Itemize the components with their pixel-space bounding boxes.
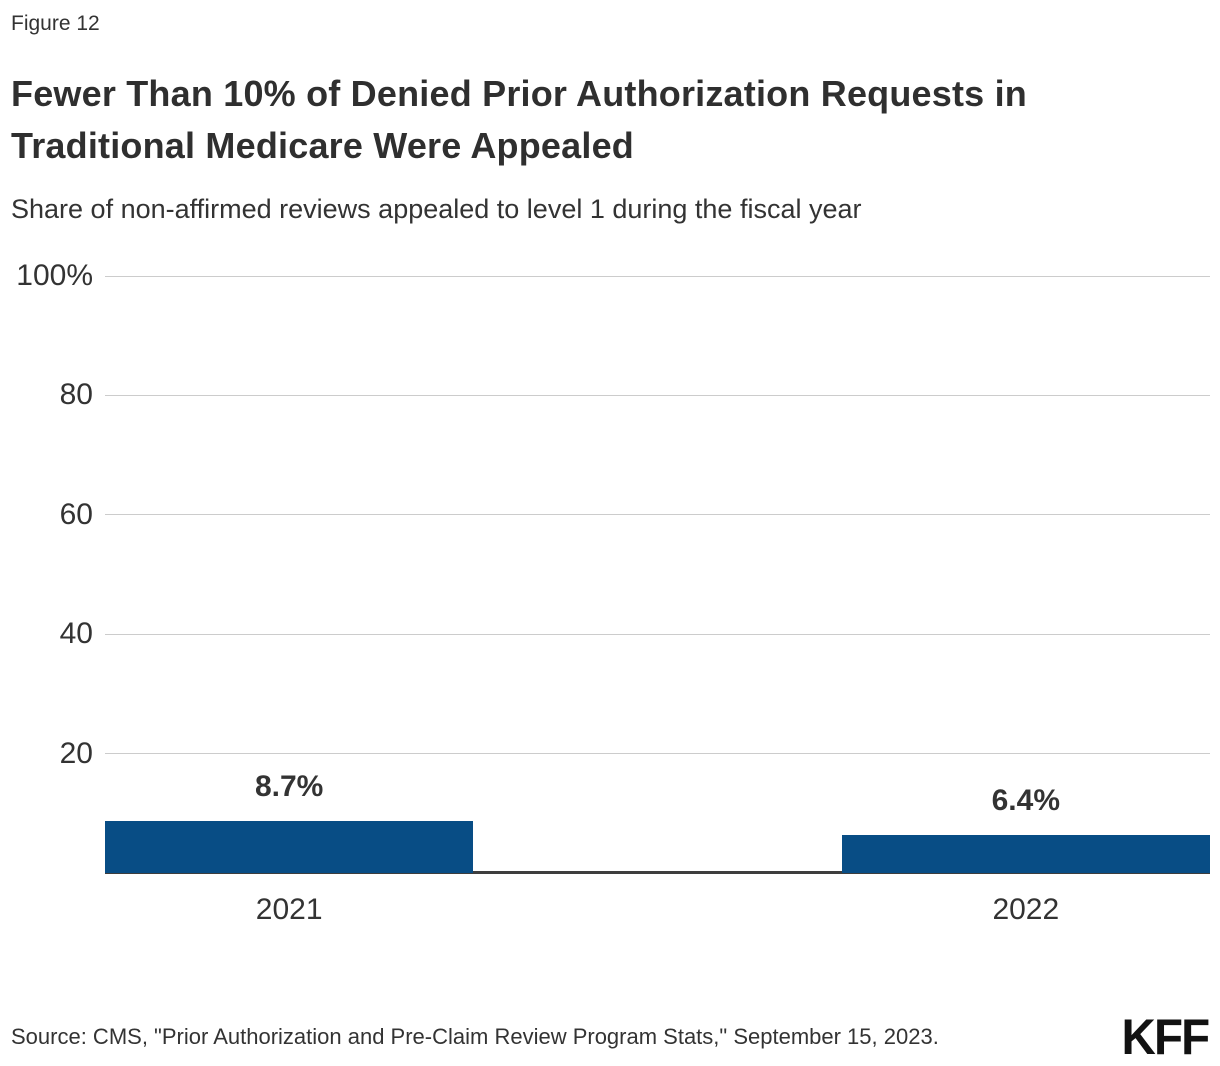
y-axis-tick-label: 40 [59, 617, 93, 651]
chart-title-line-2: Traditional Medicare Were Appealed [11, 125, 634, 166]
chart-subtitle: Share of non-affirmed reviews appealed t… [11, 194, 862, 224]
chart-title: Fewer Than 10% of Denied Prior Authoriza… [11, 68, 1027, 172]
bar-2022 [841, 834, 1210, 873]
y-axis-tick-label: 100% [16, 259, 93, 292]
figure-label: Figure 12 [11, 12, 100, 35]
source-note: Source: CMS, "Prior Authorization and Pr… [11, 1024, 939, 1049]
bar-value-label: 6.4% [991, 783, 1061, 817]
y-gridline-20 [105, 753, 1210, 755]
bar-2021 [105, 821, 474, 873]
y-gridline-60 [105, 514, 1210, 516]
kff-logo: KFF [1121, 1009, 1210, 1065]
bar-value-label: 8.7% [254, 770, 324, 804]
y-axis-tick-label: 60 [59, 497, 93, 531]
y-axis-tick-label: 80 [59, 378, 93, 412]
x-axis-category-label: 2022 [992, 893, 1060, 926]
y-gridline-40 [105, 633, 1210, 635]
chart-title-line-1: Fewer Than 10% of Denied Prior Authoriza… [11, 73, 1028, 114]
y-gridline-80 [105, 394, 1210, 396]
x-axis-line [105, 871, 1210, 874]
y-axis-tick-label: 20 [59, 736, 93, 770]
y-gridline-100 [105, 275, 1210, 277]
x-axis-category-label: 2021 [255, 893, 323, 926]
